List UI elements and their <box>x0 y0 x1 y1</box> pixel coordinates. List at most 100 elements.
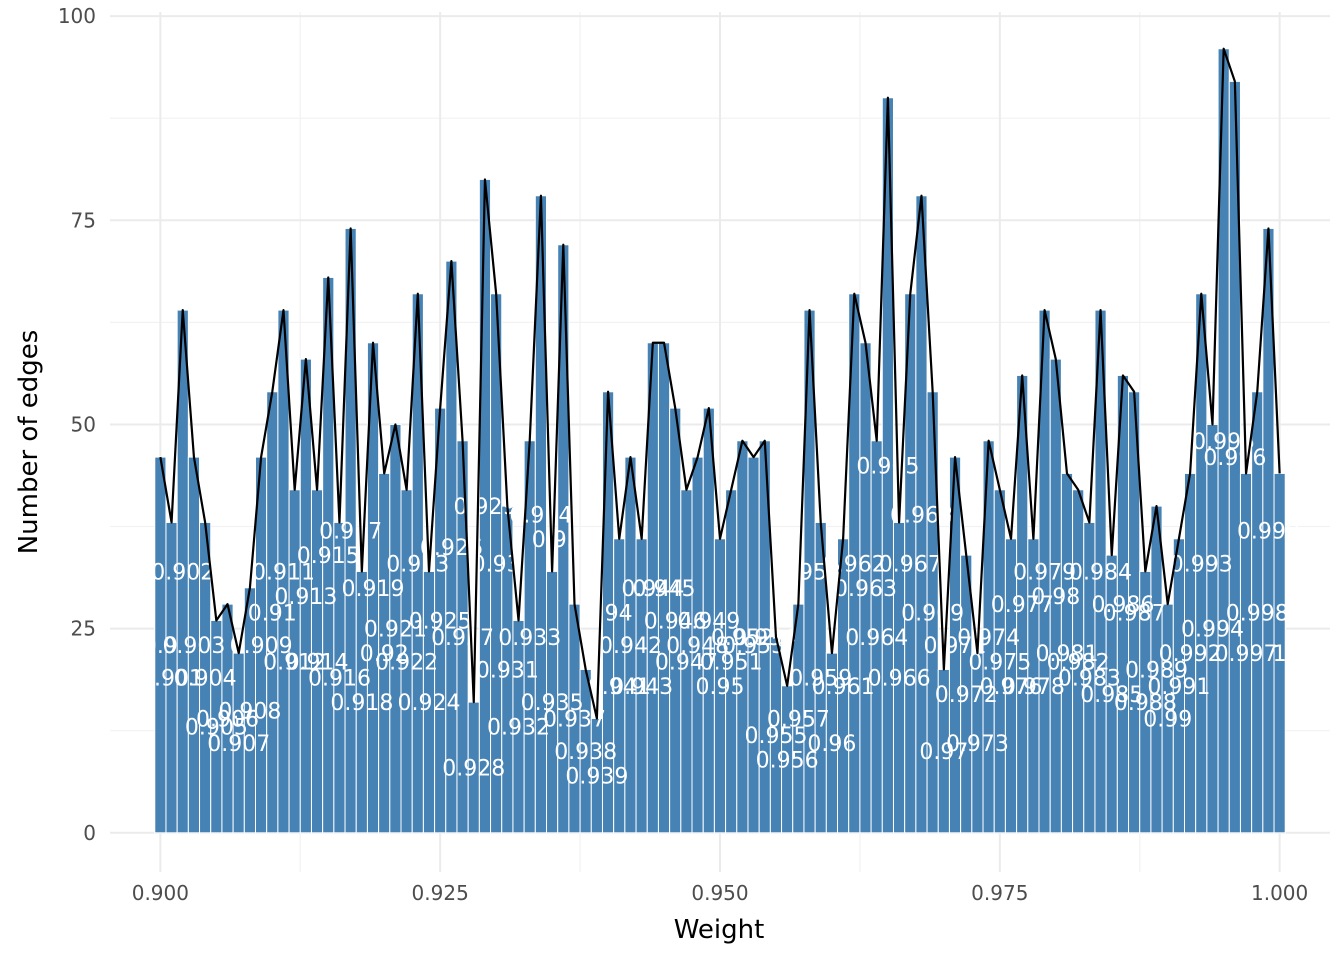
bar-value-label: 0.984 <box>1069 560 1132 585</box>
bar-value-label: 0.902 <box>151 560 214 585</box>
bar-value-label: 0.955 <box>744 724 807 749</box>
bar-value-label: 0.9 <box>143 634 178 659</box>
bar-value-label: 0.96 <box>807 732 856 757</box>
bar-value-label: 0.959 <box>789 667 852 692</box>
bar-value-label: 0.922 <box>375 650 438 675</box>
y-tick-label: 100 <box>58 4 96 28</box>
x-axis-ticks: 0.900 0.925 0.950 0.975 1.000 <box>132 881 1309 905</box>
bar-value-label: 0.961 <box>812 675 875 700</box>
bar-value-label: 0.944 <box>621 577 684 602</box>
bar <box>1273 472 1286 834</box>
bar-value-label: 0.97 <box>919 740 968 765</box>
bar-value-label: 0.963 <box>834 577 897 602</box>
y-tick-label: 0 <box>83 821 96 845</box>
bar-value-label: 0.996 <box>1203 446 1266 471</box>
y-axis-ticks: 0 25 50 75 100 <box>58 4 96 845</box>
bar-value-label: 0.905 <box>185 716 248 741</box>
bar-value-label: 0.943 <box>610 675 673 700</box>
bar-value-label: 0.991 <box>1147 675 1210 700</box>
bar-value-label: 0.987 <box>1103 601 1166 626</box>
bar-value-label: 0.951 <box>700 650 763 675</box>
bar-value-label: 0.925 <box>409 609 472 634</box>
bar-value-label: 0.918 <box>330 691 393 716</box>
bar-value-label: 0.989 <box>1125 658 1188 683</box>
y-tick-label: 50 <box>71 412 96 436</box>
bar-value-label: 0.997 <box>1215 642 1278 667</box>
bar-value-label: 0.917 <box>319 520 382 545</box>
bar-value-label: 0.993 <box>1170 552 1233 577</box>
bar-value-label: 0.946 <box>644 609 707 634</box>
bar-value-label: 0.919 <box>342 577 405 602</box>
bar-value-label: 0.983 <box>1058 667 1121 692</box>
bar-value-label: 0.931 <box>476 658 539 683</box>
bar-value-label: 0.935 <box>521 691 584 716</box>
bar-value-label: 0.904 <box>174 667 237 692</box>
trend-line <box>159 47 1281 720</box>
bar-value-label: 0.945 <box>633 577 696 602</box>
bar-value-label: 0.933 <box>498 626 561 651</box>
bar-value-label: 0.921 <box>364 618 427 643</box>
bar-value-label: 0.958 <box>778 560 841 585</box>
x-tick-label: 0.975 <box>971 881 1028 905</box>
bar-value-label: 0.934 <box>509 503 572 528</box>
bar-value-label: 0.914 <box>286 650 349 675</box>
bar-value-label: 0.936 <box>532 528 595 553</box>
x-tick-label: 0.925 <box>412 881 469 905</box>
bar-value-label: 0.964 <box>845 626 908 651</box>
bar-value-label: 0.973 <box>946 732 1009 757</box>
bar-value-label: 0.942 <box>599 634 662 659</box>
bar-value-label: 0.908 <box>218 699 281 724</box>
bar-value-label: 0.99 <box>1143 707 1192 732</box>
bar-value-label: 0.986 <box>1091 593 1154 618</box>
bar-value-label: 1 <box>1273 642 1287 667</box>
bar-value-label: 0.947 <box>655 650 718 675</box>
bar-value-label: 0.94 <box>584 601 633 626</box>
y-axis-title: Number of edges <box>14 330 44 555</box>
x-axis-title: Weight <box>674 915 765 945</box>
bar-value-label: 0.998 <box>1226 601 1289 626</box>
bar-value-label: 0.92 <box>360 642 409 667</box>
trend-line-layer <box>159 47 1281 720</box>
bar-value-label: 0.988 <box>1114 691 1177 716</box>
bar-value-label: 0.95 <box>696 675 745 700</box>
bar-value-label: 0.982 <box>1047 650 1110 675</box>
bar-value-label: 0.906 <box>196 707 259 732</box>
bar-value-label: 0.981 <box>1035 642 1098 667</box>
bar-value-label: 0.956 <box>756 748 819 773</box>
bar-value-label: 0.901 <box>140 667 203 692</box>
bar-value-label: 0.91 <box>248 601 297 626</box>
bar-value-label: 0.916 <box>308 667 371 692</box>
bar-value-label: 0.923 <box>386 552 449 577</box>
bar-value-label: 0.994 <box>1181 618 1244 643</box>
bar-value-label: 0.999 <box>1237 520 1300 545</box>
bar-value-label: 0.913 <box>274 585 337 610</box>
bar-value-label: 0.911 <box>252 560 315 585</box>
bar-value-label: 0.939 <box>565 765 628 790</box>
bar-value-label: 0.915 <box>297 544 360 569</box>
bar-value-label: 0.927 <box>431 626 494 651</box>
bar-value-label: 0.974 <box>957 626 1020 651</box>
bar-value-label: 0.975 <box>968 650 1031 675</box>
bar-value-label: 0.977 <box>991 593 1054 618</box>
bar-value-label: 0.978 <box>1002 675 1065 700</box>
bar-value-label: 0.979 <box>1013 560 1076 585</box>
x-tick-label: 0.900 <box>132 881 189 905</box>
bar-value-label: 0.972 <box>935 683 998 708</box>
bar-value-label: 0.992 <box>1159 642 1222 667</box>
bar-value-label: 0.965 <box>856 454 919 479</box>
bar-value-label: 0.932 <box>487 716 550 741</box>
bar-value-label: 0.952 <box>711 626 774 651</box>
y-tick-label: 75 <box>71 208 96 232</box>
bar-value-label: 0.966 <box>868 667 931 692</box>
bar-value-label: 0.938 <box>554 740 617 765</box>
bar-value-label: 0.903 <box>162 634 225 659</box>
x-tick-label: 0.950 <box>691 881 748 905</box>
bar-value-label: 0.912 <box>263 650 326 675</box>
bar-value-label: 0.953 <box>722 634 785 659</box>
bar-value-label: 0.928 <box>442 756 505 781</box>
bar-value-label: 0.98 <box>1031 585 1080 610</box>
y-tick-label: 25 <box>71 617 96 641</box>
x-tick-label: 1.000 <box>1251 881 1308 905</box>
bar-value-label: 0.962 <box>823 552 886 577</box>
